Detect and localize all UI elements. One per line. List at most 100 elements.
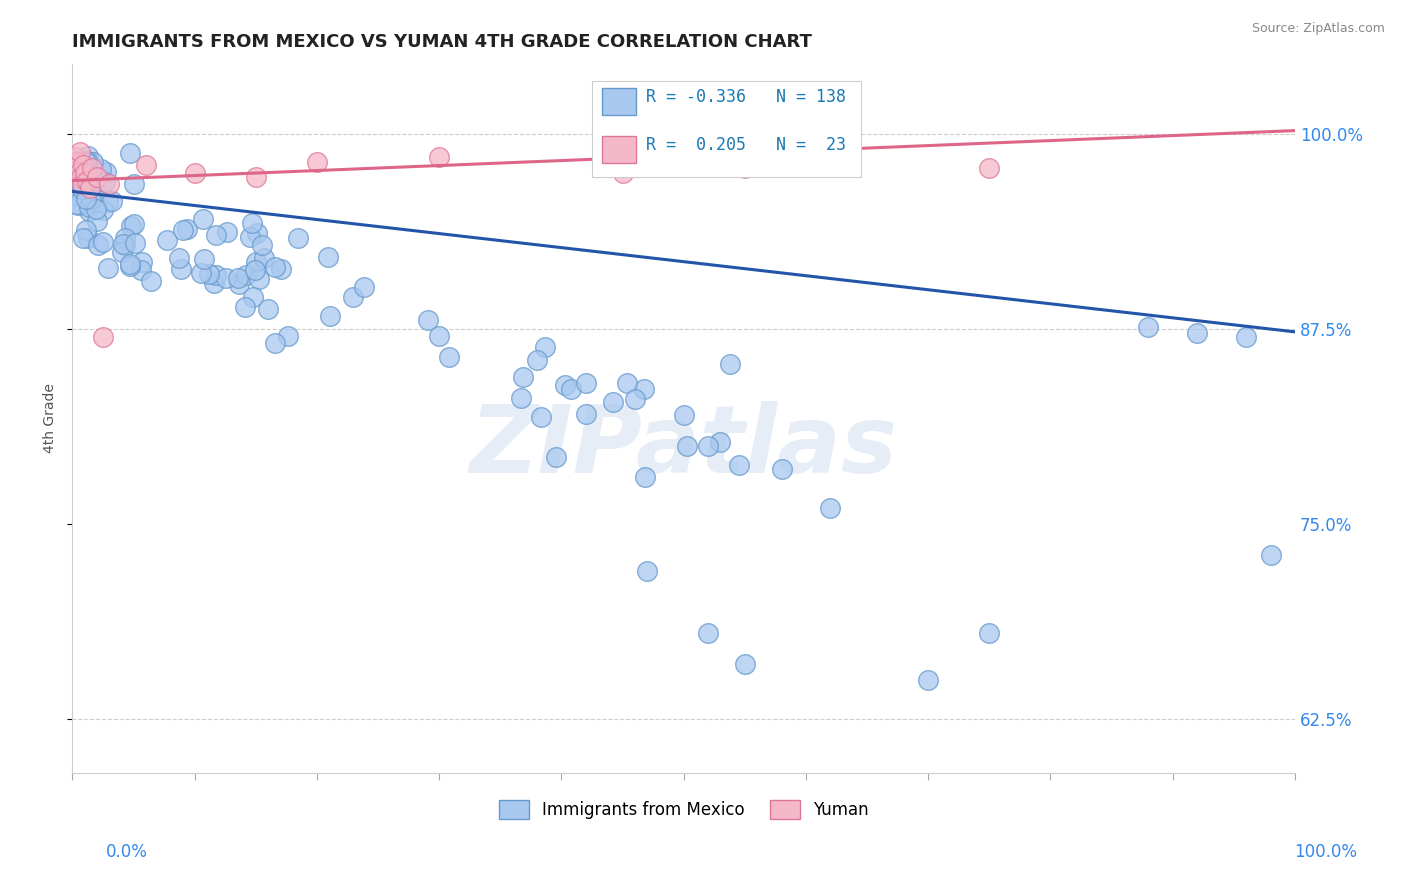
Point (72, 171, 94, 186)
Point (69, 145, 91, 160)
Text: IMMIGRANTS FROM MEXICO VS YUMAN 4TH GRADE CORRELATION CHART: IMMIGRANTS FROM MEXICO VS YUMAN 4TH GRAD… (72, 33, 813, 51)
Point (191, 212, 214, 227)
Point (114, 231, 136, 245)
Point (1260, 548, 1282, 562)
Point (190, 266, 212, 280)
Point (69, 163, 91, 178)
Point (676, 439, 699, 453)
Point (270, 262, 292, 277)
Point (319, 309, 342, 323)
Point (718, 358, 741, 372)
Point (176, 222, 198, 236)
Point (215, 225, 238, 239)
Point (243, 262, 266, 277)
Point (66, 153, 89, 168)
Point (91, 202, 114, 217)
Point (172, 223, 194, 237)
Point (79, 181, 101, 195)
Point (63, 186, 86, 201)
Point (79, 203, 101, 218)
Point (575, 376, 598, 391)
Point (264, 260, 287, 275)
Point (76, 149, 98, 163)
Point (118, 259, 141, 273)
Point (65, 197, 87, 211)
Point (101, 194, 124, 209)
Point (544, 450, 567, 465)
Point (97, 195, 120, 210)
Point (820, 501, 842, 516)
Point (118, 146, 141, 161)
Point (80, 161, 103, 175)
Point (69, 166, 91, 180)
Point (240, 216, 263, 230)
Point (1187, 326, 1209, 341)
Point (235, 268, 257, 282)
Point (63, 171, 86, 186)
Point (250, 238, 273, 252)
Point (139, 274, 162, 288)
FancyBboxPatch shape (592, 81, 860, 178)
Point (202, 276, 225, 290)
Point (93, 235, 115, 250)
Point (122, 217, 145, 231)
Point (135, 158, 157, 172)
Point (215, 271, 238, 285)
Text: 100.0%: 100.0% (1294, 843, 1357, 861)
Point (67, 174, 90, 188)
Point (72, 230, 94, 244)
Point (917, 673, 939, 687)
Point (73, 166, 96, 180)
Point (205, 227, 228, 242)
Point (418, 313, 440, 327)
Point (353, 279, 375, 293)
Point (72, 173, 94, 187)
Point (263, 335, 285, 350)
Point (245, 170, 267, 185)
Point (734, 657, 756, 672)
Point (727, 458, 749, 472)
Point (65, 161, 87, 175)
Point (554, 378, 576, 392)
Point (437, 350, 460, 364)
Point (72, 186, 94, 201)
Point (80, 193, 103, 207)
Point (167, 251, 190, 265)
Point (62, 188, 84, 202)
Point (1137, 320, 1160, 334)
Point (228, 277, 250, 291)
Point (76, 171, 98, 186)
Point (72, 158, 94, 172)
Point (530, 410, 553, 425)
Point (204, 268, 226, 282)
Point (70, 177, 93, 191)
Point (67, 198, 90, 212)
Point (76, 173, 98, 187)
Point (86, 170, 108, 185)
Point (427, 150, 450, 164)
Point (77, 200, 100, 214)
Point (636, 564, 658, 578)
Point (277, 328, 299, 343)
Point (82, 155, 104, 169)
Point (512, 370, 534, 384)
Point (75, 191, 97, 205)
Point (287, 230, 309, 244)
Point (575, 407, 598, 421)
Point (245, 254, 267, 268)
Point (131, 255, 153, 269)
Point (111, 245, 134, 260)
Point (94, 164, 117, 178)
Point (76, 231, 98, 245)
Point (979, 161, 1001, 175)
Text: R = -0.336   N = 138: R = -0.336 N = 138 (645, 88, 846, 106)
Text: Source: ZipAtlas.com: Source: ZipAtlas.com (1251, 22, 1385, 36)
Point (63, 150, 86, 164)
Point (1234, 329, 1257, 343)
Point (672, 408, 695, 422)
Point (63, 161, 86, 176)
Legend: Immigrants from Mexico, Yuman: Immigrants from Mexico, Yuman (492, 793, 876, 825)
Point (633, 382, 655, 396)
Point (510, 391, 533, 405)
Point (242, 290, 264, 304)
